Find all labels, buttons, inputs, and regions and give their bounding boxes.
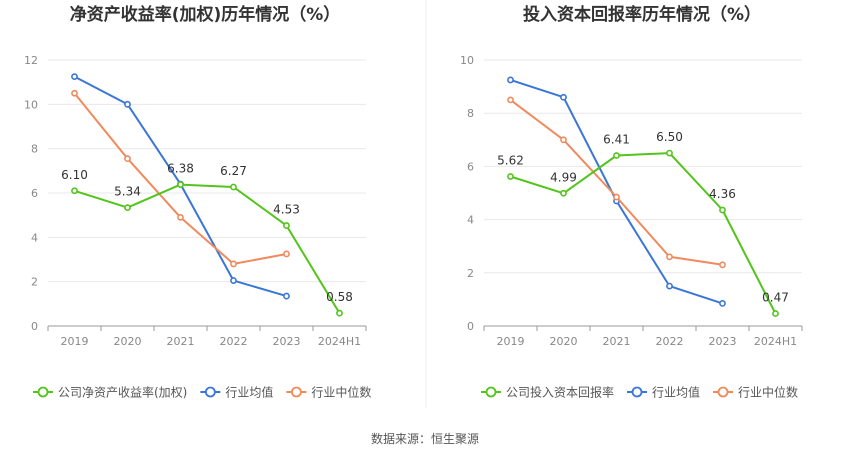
data-point-company: [283, 222, 290, 229]
data-label: 5.62: [497, 154, 524, 168]
data-point-company: [560, 189, 567, 197]
legend-swatch-marker: [204, 386, 216, 398]
legend-item-average: 行业均值: [627, 385, 700, 400]
data-point-median: [613, 193, 620, 201]
x-tick-label: 2024H1: [318, 335, 361, 348]
x-tick-label: 2022: [656, 335, 684, 348]
series-line-median: [509, 99, 723, 266]
x-tick-label: 2023: [273, 335, 301, 348]
legend-item-median: 行业中位数: [713, 385, 798, 400]
data-point-company: [230, 183, 237, 191]
legend-label: 行业均值: [652, 385, 700, 400]
y-tick-label: 4: [31, 231, 38, 244]
source-note: 数据来源：恒生聚源: [370, 432, 479, 446]
data-point-average: [666, 282, 673, 290]
y-tick-label: 2: [31, 276, 38, 289]
series-line-company: [74, 183, 341, 314]
y-tick-label: 10: [24, 98, 38, 111]
data-point-company: [719, 206, 726, 214]
legend-label: 行业中位数: [738, 385, 798, 400]
x-tick-label: 2019: [61, 335, 89, 348]
data-point-average: [124, 100, 131, 108]
data-label: 6.38: [167, 162, 194, 176]
data-point-median: [230, 260, 237, 268]
x-tick-label: 2021: [603, 335, 631, 348]
data-label: 5.34: [114, 185, 141, 199]
data-point-median: [124, 155, 131, 163]
data-point-company: [666, 149, 673, 157]
data-point-average: [560, 93, 567, 101]
data-label: 6.27: [220, 164, 247, 178]
legend-swatch-marker: [37, 386, 49, 398]
y-tick-label: 8: [31, 143, 38, 156]
data-label: 6.41: [603, 132, 630, 146]
y-tick-label: 2: [467, 267, 474, 280]
chart-title: 投入资本回报率历年情况（%）: [523, 4, 761, 25]
data-point-average: [719, 299, 726, 307]
legend-item-company: 公司投入资本回报率: [481, 385, 614, 400]
data-label: 4.99: [550, 170, 577, 184]
legend-swatch-marker: [290, 386, 302, 398]
data-point-company: [177, 181, 184, 188]
legend-label: 行业均值: [225, 385, 273, 400]
y-tick-label: 12: [24, 54, 38, 67]
legend-label: 公司净资产收益率(加权): [58, 385, 187, 400]
data-label: 0.47: [762, 290, 789, 304]
legend-item-median: 行业中位数: [286, 385, 371, 400]
y-tick-label: 6: [467, 160, 474, 173]
data-point-company: [71, 187, 78, 195]
data-point-median: [719, 261, 726, 269]
y-tick-label: 4: [467, 214, 474, 227]
data-point-company: [336, 309, 343, 317]
data-point-company: [124, 204, 131, 212]
data-point-company: [507, 173, 514, 180]
x-tick-label: 2020: [114, 335, 142, 348]
data-point-average: [71, 73, 78, 81]
y-tick-label: 6: [31, 187, 38, 200]
data-label: 6.50: [656, 130, 683, 144]
legend-item-company: 公司净资产收益率(加权): [33, 385, 187, 400]
legend-swatch-marker: [631, 386, 643, 398]
data-point-average: [230, 277, 237, 284]
series-line-company: [510, 152, 777, 314]
data-point-median: [71, 89, 78, 97]
x-tick-label: 2023: [709, 335, 737, 348]
data-label: 4.53: [273, 203, 300, 217]
x-tick-label: 2021: [167, 335, 195, 348]
data-label: 6.10: [61, 168, 88, 182]
data-point-average: [283, 292, 290, 300]
data-point-median: [560, 136, 567, 144]
data-point-median: [666, 253, 673, 261]
legend-swatch-marker: [485, 386, 497, 398]
legend-label: 公司投入资本回报率: [506, 385, 614, 400]
y-tick-label: 10: [460, 54, 474, 67]
data-point-median: [283, 250, 290, 258]
chart-title: 净资产收益率(加权)历年情况（%）: [70, 4, 341, 25]
x-tick-label: 2022: [220, 335, 248, 348]
data-label: 0.58: [326, 290, 353, 304]
data-point-median: [507, 96, 514, 104]
x-tick-label: 2020: [550, 335, 578, 348]
y-tick-label: 0: [31, 320, 38, 333]
y-tick-label: 8: [467, 107, 474, 120]
series-line-median: [73, 92, 287, 265]
legend-swatch-marker: [717, 386, 729, 398]
roe-chart: 净资产收益率(加权)历年情况（%） 0 2 4 6 8 10 12 2019 2020 2021 20…: [24, 4, 371, 400]
roic-chart: 投入资本回报率历年情况（%） 0 2 4 6 8 10 2019 2020 2021 2022 202…: [460, 4, 803, 400]
data-point-company: [613, 152, 620, 159]
legend-item-average: 行业均值: [200, 385, 273, 400]
y-tick-label: 0: [467, 320, 474, 333]
legend-label: 行业中位数: [311, 385, 371, 400]
x-tick-label: 2024H1: [754, 335, 797, 348]
x-tick-label: 2019: [497, 335, 525, 348]
data-point-company: [772, 310, 779, 317]
data-point-average: [507, 76, 514, 84]
data-label: 4.36: [709, 187, 736, 201]
data-point-median: [177, 213, 184, 221]
